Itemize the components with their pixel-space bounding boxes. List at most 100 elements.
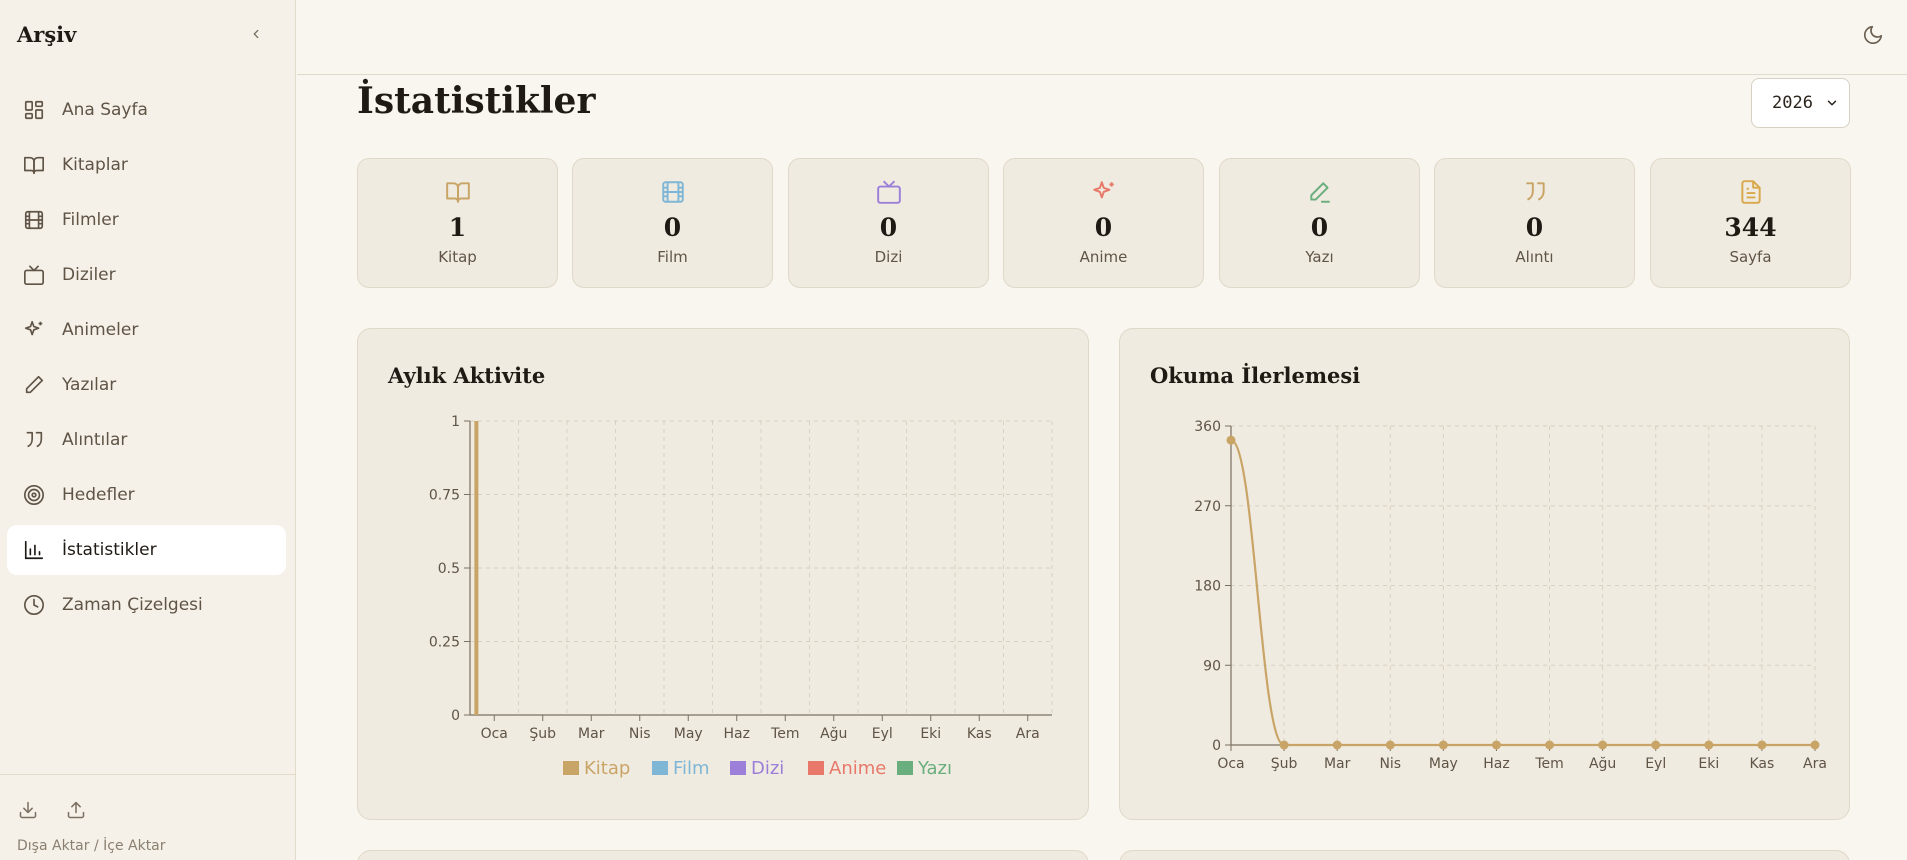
stat-card-anime: 0 Anime (1003, 158, 1204, 288)
y-tick-label: 0.75 (429, 488, 460, 504)
sidebar-item-label: Kitaplar (62, 155, 128, 175)
sidebar-item-label: Hedefler (62, 485, 135, 505)
quote-icon (1435, 179, 1634, 205)
data-point (1810, 740, 1820, 750)
sidebar-item-zaman-cizelgesi[interactable]: Zaman Çizelgesi (7, 580, 286, 630)
sidebar-item-animeler[interactable]: Animeler (7, 305, 286, 355)
stat-label: Dizi (874, 248, 903, 266)
stat-value: 0 (879, 213, 898, 242)
data-point (1545, 740, 1555, 750)
upload-icon[interactable] (65, 799, 87, 821)
sidebar-item-label: Ana Sayfa (62, 100, 148, 120)
moon-icon (1863, 25, 1883, 45)
x-tick-label: Mar (578, 726, 605, 742)
x-tick-label: Tem (1534, 756, 1563, 772)
legend-swatch (730, 761, 746, 775)
sidebar-item-label: İstatistikler (62, 540, 157, 560)
x-tick-label: Şub (529, 726, 556, 742)
stat-label: Alıntı (1515, 248, 1554, 266)
dashboard-icon (22, 98, 46, 122)
sidebar-item-istatistikler[interactable]: İstatistikler (7, 525, 286, 575)
stat-value: 0 (1525, 213, 1544, 242)
stat-label: Anime (1079, 248, 1128, 266)
stat-card-kitap: 1 Kitap (357, 158, 558, 288)
year-select-value: 2026 (1772, 93, 1813, 113)
sparkles-icon (1004, 179, 1203, 205)
pen-icon (22, 373, 46, 397)
data-point (1226, 435, 1236, 445)
tv-icon (22, 263, 46, 287)
sidebar-item-filmler[interactable]: Filmler (7, 195, 286, 245)
book-icon (22, 153, 46, 177)
stat-value: 0 (663, 213, 682, 242)
sidebar-item-label: Alıntılar (62, 430, 128, 450)
stat-card-dizi: 0 Dizi (788, 158, 989, 288)
sidebar-item-label: Animeler (62, 320, 139, 340)
x-tick-label: May (674, 726, 703, 742)
series-line (1230, 439, 1815, 747)
film-icon (573, 179, 772, 205)
sidebar-item-diziler[interactable]: Diziler (7, 250, 286, 300)
sidebar-item-alintilar[interactable]: Alıntılar (7, 415, 286, 465)
sidebar-item-yazilar[interactable]: Yazılar (7, 360, 286, 410)
book-icon (358, 179, 557, 205)
sidebar-item-kitaplar[interactable]: Kitaplar (7, 140, 286, 190)
download-icon[interactable] (17, 799, 39, 821)
monthly-activity-chart: 0 0.25 0.5 0.75 1 Oca Şub Mar Nis May Haz Tem Ağu Eyl… (429, 414, 1053, 779)
year-select[interactable]: 2026 (1751, 78, 1850, 128)
page-title: İstatistikler (357, 80, 596, 122)
stat-card-yazi: 0 Yazı (1219, 158, 1420, 288)
legend-swatch (808, 761, 824, 775)
stat-label: Sayfa (1729, 248, 1772, 266)
grid (469, 420, 1053, 715)
sidebar-item-ana-sayfa[interactable]: Ana Sayfa (7, 85, 286, 135)
sidebar-item-label: Yazılar (62, 375, 117, 395)
data-point (1385, 740, 1395, 750)
sidebar-item-hedefler[interactable]: Hedefler (7, 470, 286, 520)
y-tick-label: 0 (1212, 738, 1221, 754)
data-point (1598, 740, 1608, 750)
sidebar-item-label: Zaman Çizelgesi (62, 595, 203, 615)
x-tick-label: Kas (1750, 756, 1775, 772)
x-tick-label: Ağu (1589, 756, 1616, 772)
legend-label: Kitap (584, 758, 630, 779)
x-tick-label: Şub (1271, 756, 1298, 772)
x-tick-label: Ara (1016, 726, 1040, 742)
x-tick-label: Tem (770, 726, 799, 742)
y-tick-label: 360 (1194, 419, 1221, 435)
pen-icon (1220, 179, 1419, 205)
sidebar-item-label: Filmler (62, 210, 119, 230)
film-icon (22, 208, 46, 232)
x-tick-label: Oca (481, 726, 508, 742)
stat-label: Kitap (438, 248, 477, 266)
sidebar-item-label: Diziler (62, 265, 116, 285)
x-tick-label: Mar (1324, 756, 1351, 772)
stat-value: 0 (1310, 213, 1329, 242)
x-tick-label: Oca (1217, 756, 1244, 772)
monthly-activity-card: Aylık Aktivite 0 0.25 0.5 0.75 1 Oca Şub Mar Nis… (357, 328, 1089, 820)
chevron-down-icon (1827, 100, 1837, 106)
data-point (1279, 740, 1289, 750)
data-point (1651, 740, 1661, 750)
reading-progress-card: Okuma İlerlemesi 0 90 180 270 360 Oca Şub Mar Ni… (1119, 328, 1850, 820)
y-tick-label: 270 (1194, 499, 1221, 515)
data-point (1438, 740, 1448, 750)
export-import-label: Dışa Aktar / İçe Aktar (17, 838, 166, 854)
sidebar-nav: Ana Sayfa Kitaplar Filmler Diziler Anime… (7, 85, 286, 635)
legend-swatch (652, 761, 668, 775)
x-tick-label: Eyl (872, 726, 893, 742)
x-tick-label: Eki (1698, 756, 1719, 772)
lower-card-right (1119, 850, 1850, 860)
clock-icon (22, 593, 46, 617)
target-icon (22, 483, 46, 507)
chevron-left-icon (253, 29, 259, 39)
legend-label: Film (673, 758, 710, 779)
collapse-sidebar-button[interactable] (246, 24, 266, 44)
theme-toggle-button[interactable] (1861, 23, 1885, 47)
grid (1231, 425, 1816, 745)
stat-value: 344 (1724, 213, 1777, 242)
stat-card-alinti: 0 Alıntı (1434, 158, 1635, 288)
chart-title: Aylık Aktivite (388, 363, 546, 388)
stat-value: 0 (1094, 213, 1113, 242)
x-tick-label: Eki (920, 726, 941, 742)
